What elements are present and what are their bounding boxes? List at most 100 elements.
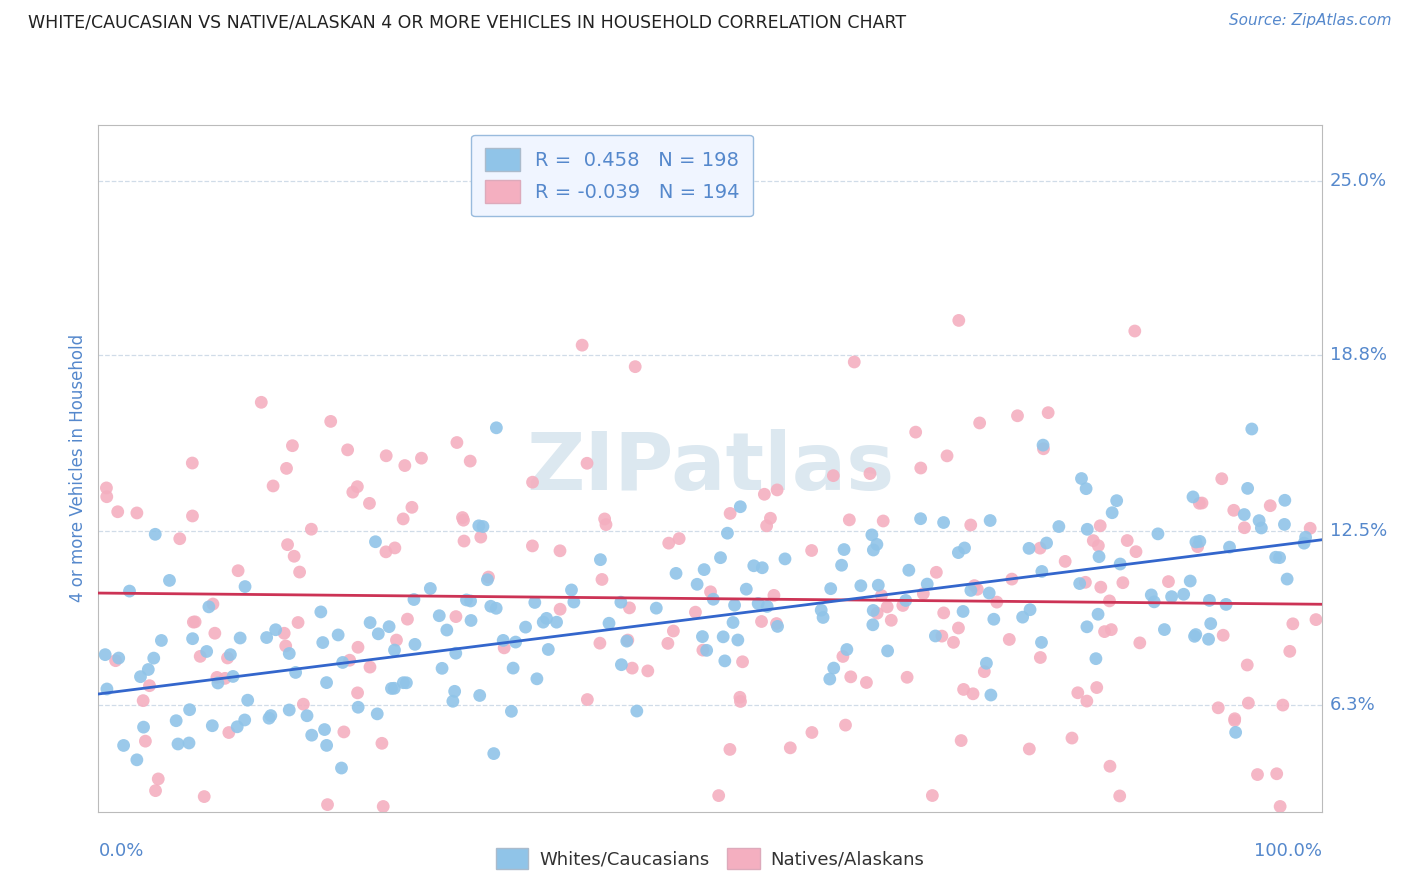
- Point: [1090, 580, 1112, 594]
- Point: [950, 733, 973, 747]
- Point: [896, 670, 918, 684]
- Point: [367, 627, 389, 641]
- Point: [1237, 696, 1260, 710]
- Point: [963, 579, 986, 593]
- Point: [932, 516, 955, 530]
- Point: [453, 513, 475, 527]
- Point: [1116, 533, 1139, 548]
- Point: [692, 643, 714, 657]
- Point: [233, 713, 256, 727]
- Point: [385, 633, 408, 648]
- Point: [948, 621, 970, 635]
- Point: [299, 522, 322, 536]
- Y-axis label: 4 or more Vehicles in Household: 4 or more Vehicles in Household: [69, 334, 87, 602]
- Point: [876, 599, 898, 614]
- Point: [685, 605, 707, 619]
- Point: [960, 583, 983, 598]
- Point: [718, 742, 741, 756]
- Point: [962, 687, 984, 701]
- Point: [751, 615, 773, 629]
- Point: [366, 706, 388, 721]
- Point: [184, 615, 207, 629]
- Point: [1215, 598, 1237, 612]
- Point: [589, 552, 612, 566]
- Point: [658, 536, 681, 550]
- Point: [1018, 742, 1040, 756]
- Point: [278, 647, 301, 661]
- Point: [1087, 607, 1109, 622]
- Point: [1160, 590, 1182, 604]
- Point: [910, 461, 932, 475]
- Point: [359, 615, 381, 630]
- Point: [236, 693, 259, 707]
- Point: [973, 665, 995, 679]
- Point: [1036, 406, 1059, 420]
- Point: [953, 541, 976, 555]
- Point: [1198, 593, 1220, 607]
- Point: [382, 681, 405, 696]
- Point: [142, 651, 165, 665]
- Point: [1184, 629, 1206, 643]
- Point: [505, 635, 527, 649]
- Point: [402, 592, 425, 607]
- Point: [226, 720, 249, 734]
- Point: [820, 582, 842, 596]
- Point: [312, 635, 335, 649]
- Point: [222, 669, 245, 683]
- Point: [1097, 861, 1119, 875]
- Point: [1094, 624, 1116, 639]
- Point: [444, 609, 467, 624]
- Point: [444, 646, 467, 660]
- Point: [810, 603, 832, 617]
- Point: [375, 449, 398, 463]
- Point: [96, 681, 118, 696]
- Point: [233, 580, 256, 594]
- Point: [1105, 493, 1128, 508]
- Point: [621, 661, 644, 675]
- Point: [188, 649, 211, 664]
- Point: [396, 612, 419, 626]
- Point: [1225, 725, 1247, 739]
- Point: [1236, 482, 1258, 496]
- Point: [1236, 658, 1258, 673]
- Point: [1070, 471, 1092, 485]
- Point: [891, 599, 914, 613]
- Point: [548, 543, 571, 558]
- Point: [1249, 514, 1271, 528]
- Point: [835, 642, 858, 657]
- Point: [759, 511, 782, 525]
- Point: [1223, 714, 1246, 728]
- Point: [494, 640, 516, 655]
- Point: [589, 636, 612, 650]
- Point: [1268, 550, 1291, 565]
- Point: [453, 534, 475, 549]
- Point: [181, 456, 204, 470]
- Point: [718, 507, 741, 521]
- Point: [1199, 616, 1222, 631]
- Point: [1098, 594, 1121, 608]
- Point: [1099, 623, 1122, 637]
- Point: [665, 566, 688, 581]
- Point: [1271, 698, 1294, 712]
- Point: [576, 456, 599, 470]
- Point: [309, 605, 332, 619]
- Point: [443, 684, 465, 698]
- Point: [278, 703, 301, 717]
- Point: [193, 789, 215, 804]
- Point: [256, 631, 278, 645]
- Point: [1019, 603, 1042, 617]
- Point: [218, 725, 240, 739]
- Point: [1206, 701, 1229, 715]
- Point: [1153, 623, 1175, 637]
- Point: [1088, 549, 1111, 564]
- Point: [834, 718, 856, 732]
- Point: [229, 631, 252, 645]
- Point: [315, 739, 337, 753]
- Point: [477, 573, 499, 587]
- Point: [1001, 572, 1024, 586]
- Point: [107, 505, 129, 519]
- Point: [1087, 539, 1109, 553]
- Point: [181, 508, 204, 523]
- Point: [346, 686, 368, 700]
- Point: [132, 720, 155, 734]
